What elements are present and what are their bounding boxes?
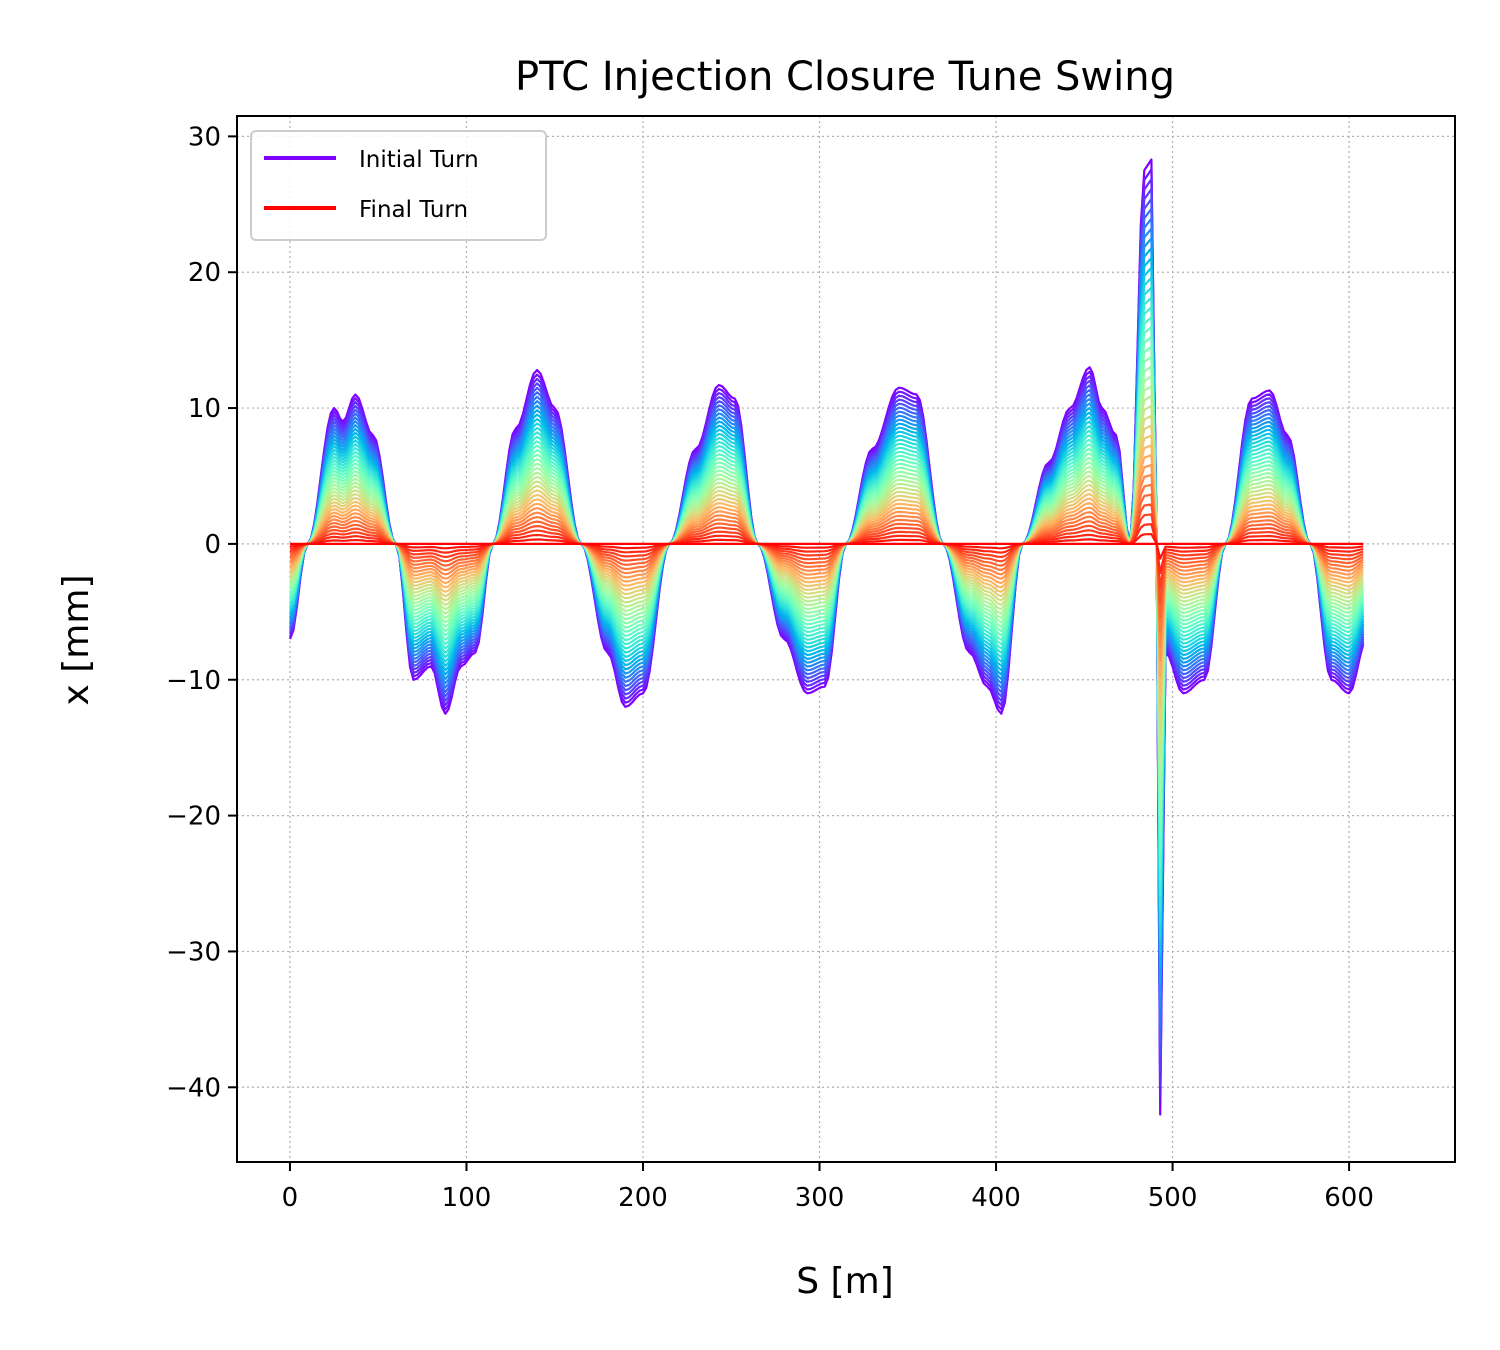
x-tick-label: 200 xyxy=(618,1183,668,1213)
turn-curve xyxy=(289,503,1364,604)
turn-curve xyxy=(289,424,1365,721)
legend: Initial Turn Final Turn xyxy=(250,130,547,241)
turn-curve xyxy=(289,345,1365,838)
turn-curve xyxy=(289,296,1365,911)
turn-curve xyxy=(289,316,1365,882)
legend-label-initial-turn: Initial Turn xyxy=(359,147,479,173)
turn-curve xyxy=(289,533,1364,560)
turn-curve xyxy=(289,454,1364,677)
turn-curve xyxy=(289,404,1365,750)
turn-curve xyxy=(289,444,1364,692)
turn-curve xyxy=(289,463,1364,662)
turn-curve xyxy=(288,197,1365,1057)
turn-curve xyxy=(289,523,1364,575)
y-tick-label: −10 xyxy=(166,666,221,696)
turn-curve xyxy=(289,375,1365,794)
x-tick-label: 500 xyxy=(1148,1183,1198,1213)
y-tick-label: 0 xyxy=(204,530,221,560)
chart-title: PTC Injection Closure Tune Swing xyxy=(515,54,1175,100)
turn-curve xyxy=(288,207,1365,1043)
turn-curve xyxy=(289,434,1365,706)
turn-curve xyxy=(288,178,1365,1087)
turn-curve xyxy=(289,365,1365,809)
x-tick-label: 100 xyxy=(442,1183,492,1213)
x-tick-label: 400 xyxy=(971,1183,1021,1213)
y-tick-label: −40 xyxy=(166,1073,221,1103)
turn-curve xyxy=(288,187,1365,1072)
y-tick-label: −20 xyxy=(166,802,221,832)
y-tick-label: 30 xyxy=(188,122,221,152)
plot-area xyxy=(236,115,1456,1163)
y-tick-label: 20 xyxy=(188,258,221,288)
y-axis: 30 20 10 0 −10 −20 −30 −40 xyxy=(166,122,237,1103)
turn-curve xyxy=(289,237,1365,999)
x-tick-label: 0 xyxy=(282,1183,299,1213)
turn-curve xyxy=(288,158,1365,1116)
turn-curve xyxy=(289,385,1365,780)
y-tick-label: 10 xyxy=(188,394,221,424)
turn-curve xyxy=(289,306,1365,897)
turn-curve xyxy=(289,414,1365,736)
turn-curve xyxy=(289,335,1365,853)
turn-curve xyxy=(289,266,1365,955)
turn-curve xyxy=(288,168,1365,1101)
turn-curve xyxy=(289,394,1365,765)
x-tick-label: 600 xyxy=(1324,1183,1374,1213)
y-axis-label: x [mm] xyxy=(56,575,97,706)
turn-curve xyxy=(288,217,1365,1028)
x-axis-label: S [m] xyxy=(796,1261,893,1302)
turn-curve xyxy=(289,286,1365,926)
turn-curve xyxy=(289,325,1365,867)
turn-curves xyxy=(288,158,1365,1116)
turn-curve xyxy=(289,227,1365,1014)
turn-curve xyxy=(289,483,1364,633)
turn-curve xyxy=(289,355,1365,823)
turn-curve xyxy=(289,513,1364,589)
turn-curve xyxy=(289,493,1364,619)
legend-label-final-turn: Final Turn xyxy=(359,197,468,223)
x-axis: 0 100 200 300 400 500 600 xyxy=(282,1162,1374,1213)
turn-curve xyxy=(289,276,1365,940)
plot-frame xyxy=(236,115,1456,1163)
y-tick-label: −30 xyxy=(166,937,221,967)
x-tick-label: 300 xyxy=(795,1183,845,1213)
turn-curve xyxy=(289,247,1365,984)
turn-curve xyxy=(289,473,1364,648)
turn-curve xyxy=(289,256,1365,970)
